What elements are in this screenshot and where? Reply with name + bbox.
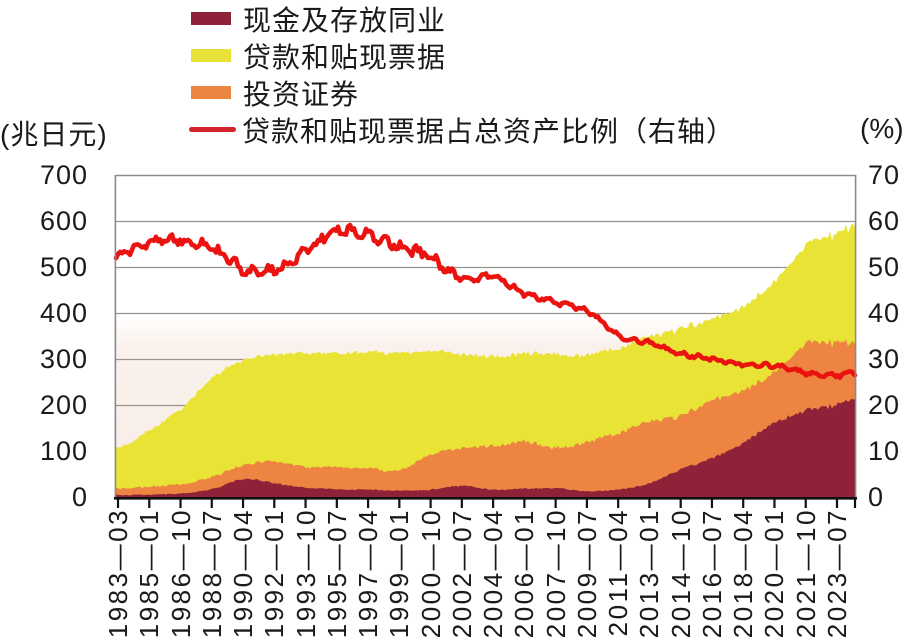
x-axis-label: 1992—01 (259, 508, 290, 639)
y-axis-label-right: 10 (868, 436, 901, 466)
x-axis-label: 1985—01 (134, 508, 165, 639)
x-axis-label: 1997—04 (353, 508, 384, 639)
y-axis-label-left: 500 (39, 252, 88, 282)
legend-item-loan-ratio: 贷款和贴现票据占总资产比例（右轴） (189, 111, 736, 148)
y-axis-label-left: 300 (39, 344, 88, 374)
y-axis-label-left: 100 (39, 436, 88, 466)
x-axis-label: 1999—01 (384, 508, 415, 639)
y-axis-label-left: 600 (39, 206, 88, 236)
x-axis-label: 1983—03 (103, 508, 133, 639)
y-axis-label-right: 50 (868, 252, 901, 282)
y-axis-label-left: 0 (71, 482, 88, 512)
x-axis-label: 2013—01 (634, 508, 665, 639)
legend-item-loans: 贷款和贴现票据 (191, 37, 735, 74)
y-axis-label-right: 40 (868, 298, 901, 328)
legend-swatch-loans (191, 49, 231, 62)
x-axis-label: 2011—04 (603, 508, 634, 637)
left-axis-unit-label: (兆日元) (0, 119, 108, 150)
x-axis-label: 2016—07 (696, 508, 727, 639)
legend-item-cash: 现金及存放同业 (191, 0, 735, 37)
legend-swatch-securities (191, 86, 231, 99)
legend-label-securities: 投资证券 (243, 78, 360, 110)
x-axis-label: 1986—10 (165, 508, 196, 639)
legend-item-securities: 投资证券 (191, 74, 735, 111)
x-axis-label: 1988—07 (196, 508, 227, 639)
x-axis-label: 1990—04 (228, 508, 259, 639)
x-axis-label: 2020—01 (759, 508, 790, 639)
y-axis-label-right: 30 (868, 344, 901, 374)
legend-swatch-loan-ratio-line (189, 127, 236, 132)
x-axis-label: 2014—10 (665, 508, 696, 639)
chart-legend: 现金及存放同业 贷款和贴现票据 投资证券 贷款和贴现票据占总资产比例（右轴） (189, 0, 736, 148)
x-axis-label: 2006—01 (509, 508, 540, 639)
y-axis-label-left: 400 (39, 298, 88, 328)
x-axis-label: 2009—07 (571, 508, 602, 639)
legend-swatch-cash (191, 12, 231, 25)
x-axis-label: 1993—10 (290, 508, 321, 639)
x-axis-label: 2002—07 (446, 508, 477, 639)
x-axis-label: 2018—04 (728, 508, 759, 639)
x-axis-label: 2004—04 (478, 508, 509, 639)
y-axis-label-right: 20 (868, 390, 901, 420)
line-loan-ratio (113, 222, 858, 381)
legend-label-cash: 现金及存放同业 (243, 4, 447, 36)
y-axis-label-right: 0 (868, 482, 885, 512)
right-axis-unit-label: (%) (860, 113, 904, 144)
legend-label-loans: 贷款和贴现票据 (243, 41, 447, 73)
x-axis-label: 2023—07 (821, 508, 852, 639)
area-securities (116, 338, 855, 498)
x-axis-label: 2007—10 (540, 508, 571, 639)
y-axis-label-right: 70 (868, 160, 901, 190)
x-axis-label: 2021—10 (790, 508, 821, 639)
legend-label-loan-ratio: 贷款和贴现票据占总资产比例（右轴） (242, 115, 736, 147)
area-cash (116, 398, 855, 498)
y-axis-label-left: 700 (39, 160, 88, 190)
x-axis-label: 1995—07 (321, 508, 352, 639)
y-axis-label-left: 200 (39, 390, 88, 420)
y-axis-label-right: 60 (868, 206, 901, 236)
x-axis-label: 2000—10 (415, 508, 446, 639)
